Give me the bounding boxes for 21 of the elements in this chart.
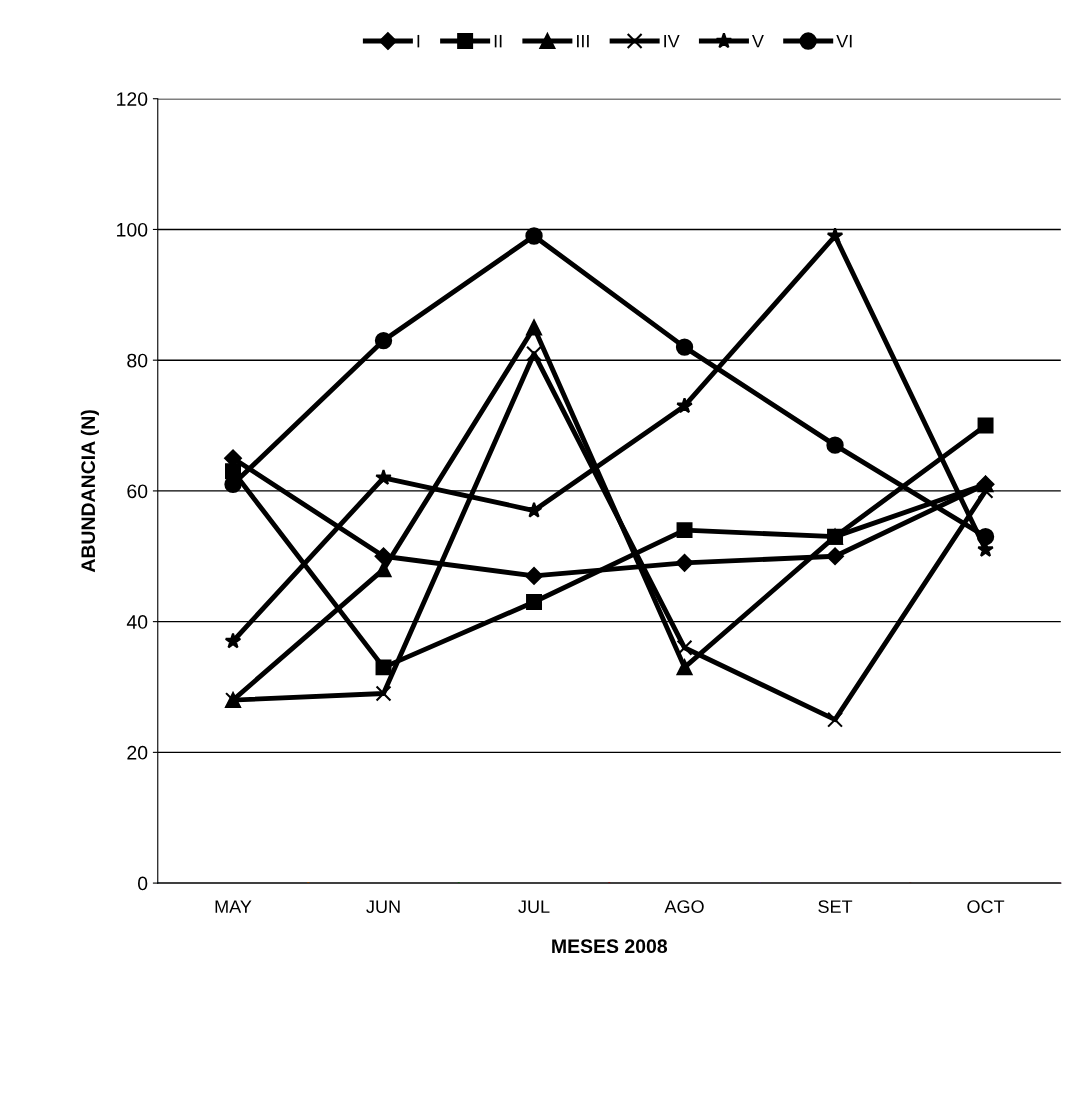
legend-label: VI xyxy=(836,34,852,48)
x-tick-label: SET xyxy=(818,900,853,914)
y-tick-label: 60 xyxy=(127,484,148,499)
legend-label: V xyxy=(752,34,764,48)
x-tick-label: MAY xyxy=(215,900,252,913)
legend-label: I xyxy=(417,34,420,48)
legend-label: IV xyxy=(664,34,680,48)
y-tick-label: 120 xyxy=(117,92,148,106)
y-tick-label: 80 xyxy=(127,353,148,368)
x-axis-title: MESES 2008 xyxy=(552,939,668,954)
y-tick-label: 100 xyxy=(117,222,148,237)
x-tick-label: JUL xyxy=(518,900,550,914)
x-tick-label: JUN xyxy=(366,900,400,914)
legend-label: III xyxy=(577,34,589,48)
y-axis-title: ABUNDANCIA (N) xyxy=(80,410,99,573)
x-tick-label: OCT xyxy=(967,900,1005,914)
y-tick-label: 20 xyxy=(127,745,148,760)
x-tick-label: AGO xyxy=(664,900,704,914)
y-tick-label: 40 xyxy=(126,615,148,629)
y-tick-label: 0 xyxy=(137,876,148,891)
legend-label: II xyxy=(494,34,502,48)
